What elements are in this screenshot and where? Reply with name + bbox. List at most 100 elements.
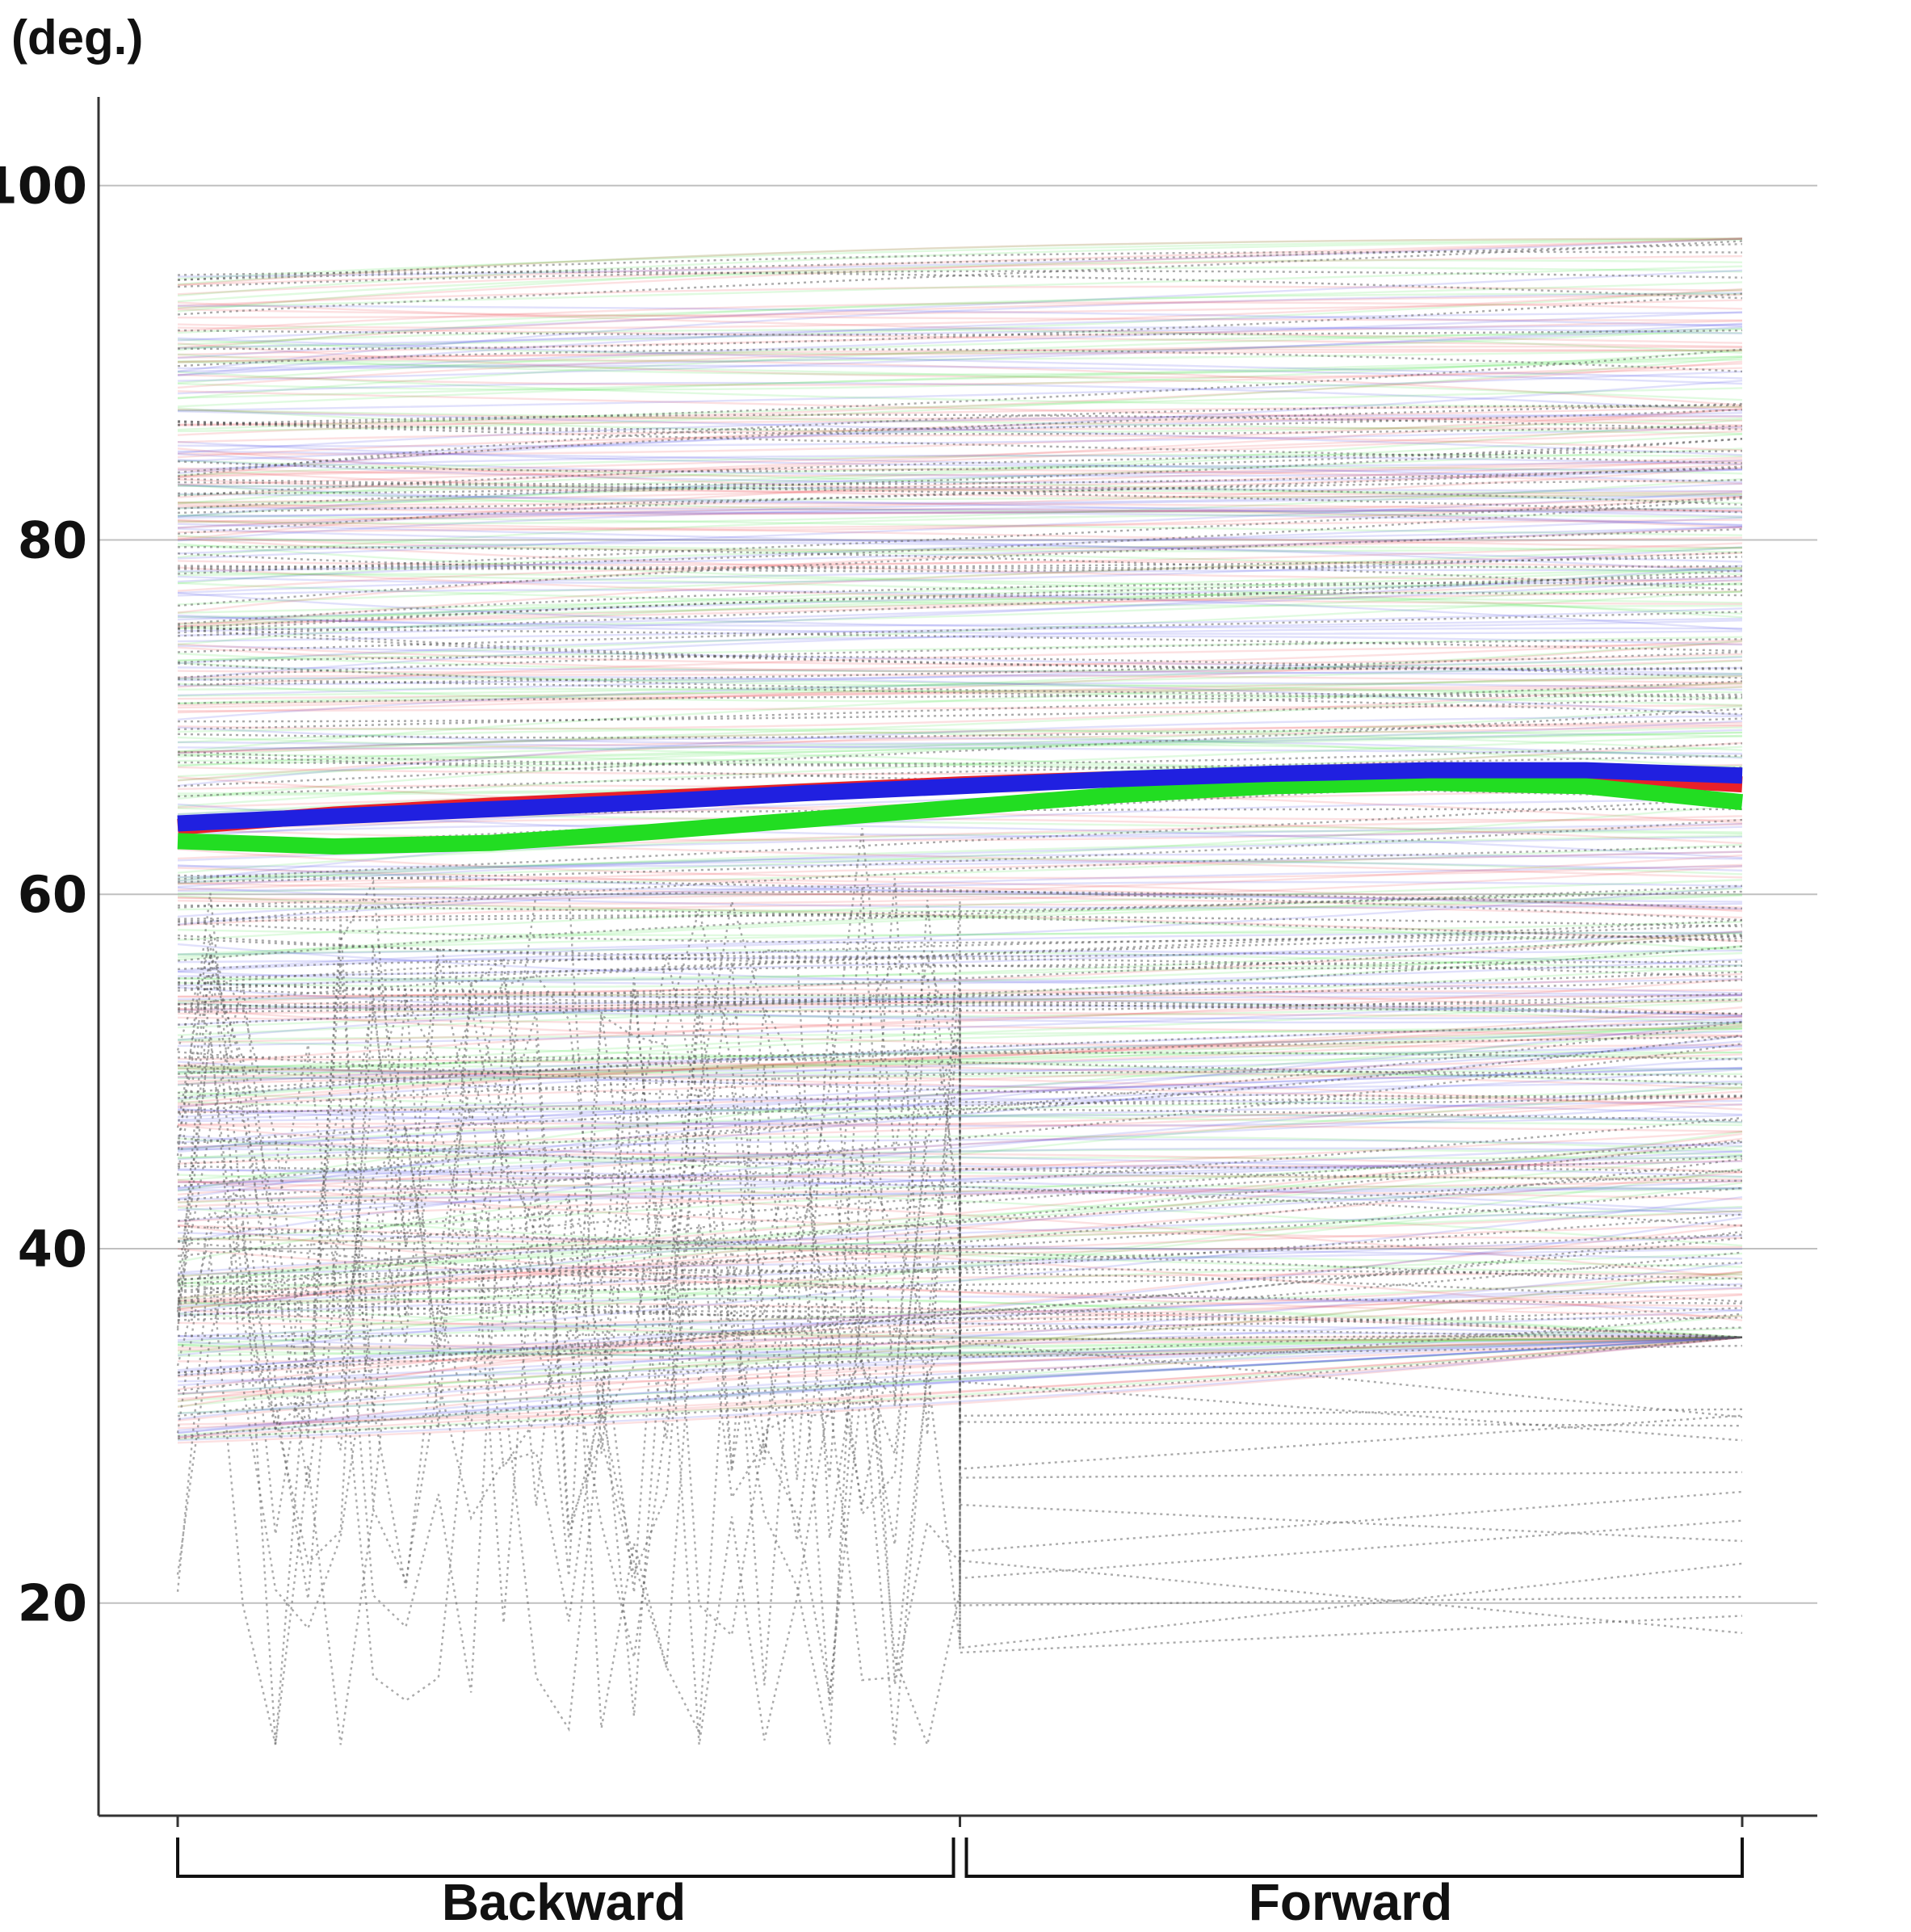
- background-trace-487: [177, 957, 1743, 978]
- background-trace-336: [177, 509, 1743, 523]
- background-trace-21: [177, 1336, 1743, 1438]
- background-trace-333: [177, 1190, 1743, 1208]
- background-trace-569: [176, 888, 1743, 1565]
- background-trace-10: [177, 484, 1743, 514]
- background-trace-382: [177, 281, 1743, 334]
- background-trace-185: [177, 237, 1743, 278]
- background-trace-88: [177, 1156, 1743, 1160]
- background-trace-264: [177, 646, 1743, 674]
- background-trace-345: [177, 426, 1743, 443]
- background-trace-552: [177, 1051, 1743, 1098]
- background-trace-253: [177, 729, 1743, 758]
- background-trace-546: [177, 481, 1743, 514]
- background-trace-107: [177, 468, 1743, 518]
- background-trace-428: [177, 379, 1743, 463]
- background-trace-517: [177, 420, 1743, 435]
- background-trace-221: [177, 506, 1743, 542]
- background-trace-132: [177, 390, 1743, 426]
- background-trace-554: [177, 1310, 1743, 1338]
- background-trace-263: [177, 516, 1743, 583]
- background-trace-402: [177, 408, 1743, 486]
- background-trace-417: [177, 1336, 1743, 1426]
- background-trace-216: [177, 293, 1743, 349]
- axes: [97, 97, 1817, 1878]
- background-trace-46: [177, 1024, 1743, 1070]
- background-trace-53: [177, 986, 1743, 1024]
- background-trace-285: [177, 1336, 1743, 1422]
- background-trace-196: [177, 1145, 1743, 1243]
- background-trace-217: [177, 1067, 1743, 1074]
- background-trace-235: [177, 1174, 1743, 1247]
- background-trace-465: [177, 890, 1743, 909]
- background-trace-249: [177, 1025, 1743, 1073]
- background-trace-223: [177, 1336, 1743, 1358]
- background-trace-210: [177, 566, 1743, 606]
- background-trace-406: [177, 907, 1743, 951]
- background-trace-128: [177, 1149, 1743, 1191]
- background-trace-506: [177, 1166, 1743, 1201]
- background-trace-387: [177, 466, 1743, 510]
- background-trace-133: [177, 288, 1743, 349]
- background-trace-535: [177, 638, 1743, 679]
- background-trace-414: [177, 1287, 1743, 1403]
- background-trace-375: [177, 1035, 1743, 1109]
- background-trace-226: [177, 545, 1743, 585]
- background-trace-396: [177, 502, 1743, 512]
- background-trace-484: [177, 808, 1743, 818]
- background-trace-239: [177, 1141, 1743, 1183]
- background-trace-212: [177, 1287, 1743, 1342]
- background-trace-515: [177, 1140, 1743, 1303]
- background-trace-278: [177, 441, 1743, 468]
- background-trace-106: [177, 465, 1743, 505]
- background-trace-35: [177, 1138, 1743, 1161]
- background-trace-427: [177, 1131, 1743, 1282]
- background-trace-102: [177, 575, 1743, 625]
- background-trace-444: [177, 981, 1743, 1015]
- background-trace-400: [177, 727, 1743, 769]
- background-trace-146: [177, 292, 1743, 372]
- background-trace-423: [177, 776, 1743, 821]
- background-trace-539: [177, 921, 1743, 944]
- background-trace-355: [177, 478, 1743, 525]
- background-trace-95: [177, 1234, 1743, 1308]
- background-trace-331: [177, 1182, 1743, 1354]
- background-trace-370: [177, 857, 1743, 882]
- background-trace-134: [177, 1332, 1743, 1371]
- background-trace-306: [177, 536, 1743, 614]
- background-trace-562: [176, 1099, 1743, 1745]
- background-trace-233: [177, 1336, 1743, 1432]
- background-trace-280: [177, 292, 1743, 351]
- background-trace-359: [177, 269, 1743, 342]
- background-trace-563: [176, 901, 1743, 1480]
- background-trace-309: [177, 496, 1743, 515]
- background-trace-429: [177, 468, 1743, 485]
- background-trace-463: [177, 574, 1743, 630]
- background-trace-27: [177, 326, 1743, 348]
- background-trace-489: [177, 465, 1743, 514]
- background-trace-443: [177, 695, 1743, 704]
- background-trace-187: [177, 964, 1743, 1036]
- background-trace-511: [177, 1001, 1743, 1015]
- background-trace-301: [177, 331, 1743, 384]
- background-trace-531: [177, 1299, 1743, 1321]
- background-trace-527: [177, 591, 1743, 634]
- background-trace-507: [177, 1064, 1743, 1105]
- background-trace-47: [177, 1002, 1743, 1020]
- background-trace-326: [177, 311, 1743, 376]
- background-trace-5: [177, 1169, 1743, 1214]
- background-trace-201: [177, 1023, 1743, 1104]
- background-trace-310: [177, 945, 1743, 988]
- background-trace-389: [177, 578, 1743, 632]
- background-trace-344: [177, 607, 1743, 627]
- background-trace-493: [177, 717, 1743, 739]
- background-trace-289: [177, 514, 1743, 559]
- background-trace-99: [177, 349, 1743, 359]
- background-trace-191: [177, 1067, 1743, 1144]
- background-trace-68: [177, 737, 1743, 759]
- background-trace-184: [177, 573, 1743, 619]
- background-trace-343: [177, 734, 1743, 808]
- background-trace-247: [177, 371, 1743, 408]
- background-trace-251: [177, 565, 1743, 636]
- background-trace-424: [177, 894, 1743, 913]
